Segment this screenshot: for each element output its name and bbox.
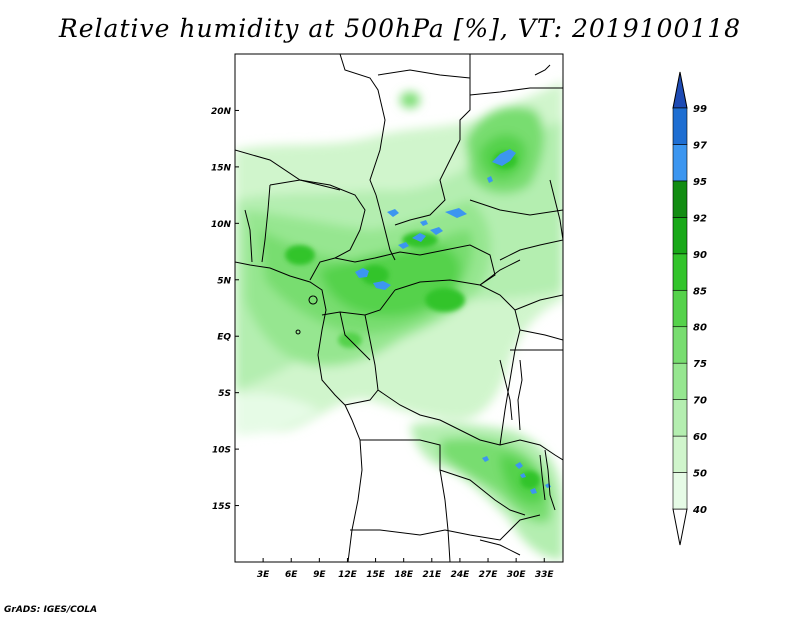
colorbar-segment	[672, 362, 688, 400]
colorbar-label: 99	[693, 104, 707, 115]
lat-tick-label: 5S	[218, 389, 231, 399]
lat-tick-label: 20N	[211, 107, 232, 117]
colorbar: 40 50 60 70 75 80 85 90 92 95 97 99	[672, 71, 707, 546]
lon-tick-label: 21E	[422, 570, 442, 580]
lon-tick-label: 18E	[394, 570, 414, 580]
colorbar-label: 90	[693, 250, 707, 261]
humidity-field	[235, 80, 563, 560]
colorbar-label: 50	[693, 469, 707, 480]
colorbar-segment	[672, 289, 688, 328]
colorbar-segment	[672, 107, 688, 145]
colorbar-label: 75	[693, 359, 707, 370]
map-frame	[234, 53, 564, 563]
lon-tick-label: 27E	[479, 570, 499, 580]
colorbar-label: 97	[693, 140, 707, 151]
lat-tick-label: 10S	[212, 446, 231, 456]
colorbar-label: 60	[693, 432, 707, 443]
lat-tick-label: 15S	[212, 502, 231, 512]
colorbar-label: 92	[693, 213, 707, 224]
colorbar-segment	[672, 180, 688, 218]
lon-tick-label: 6E	[285, 570, 298, 580]
colorbar-label: 80	[693, 323, 707, 334]
colorbar-segment	[672, 399, 688, 437]
lat-tick-label: 10N	[211, 220, 232, 230]
lon-tick-label: 30E	[507, 570, 527, 580]
latitude-axis: 20N 15N 10N 5N EQ 5S 10S 15S	[211, 107, 239, 512]
lon-tick-label: 9E	[313, 570, 326, 580]
lat-tick-label: 5N	[217, 276, 231, 286]
longitude-axis: 3E 6E 9E 12E 15E 18E 21E 24E 27E 30E 33E	[257, 558, 555, 580]
lat-tick-label: 15N	[211, 163, 232, 173]
colorbar-segment	[672, 435, 688, 473]
colorbar-label: 85	[693, 286, 707, 297]
lon-tick-label: 24E	[451, 570, 471, 580]
colorbar-segment	[672, 217, 688, 255]
lon-tick-label: 12E	[338, 570, 358, 580]
colorbar-label: 40	[692, 505, 707, 516]
chart-title: Relative humidity at 500hPa [%], VT: 201…	[58, 14, 742, 43]
lon-tick-label: 3E	[257, 570, 270, 580]
colorbar-label: 70	[693, 396, 707, 407]
grads-credit: GrADS: IGES/COLA	[4, 605, 98, 615]
lat-tick-label: EQ	[217, 333, 231, 343]
colorbar-segment	[672, 144, 688, 182]
lon-tick-label: 15E	[366, 570, 386, 580]
colorbar-label: 95	[693, 177, 707, 188]
colorbar-segment	[672, 253, 688, 291]
colorbar-segment	[672, 326, 688, 364]
colorbar-lower-triangle	[672, 508, 688, 546]
colorbar-upper-triangle	[672, 71, 688, 109]
country-borders	[235, 54, 563, 562]
lon-tick-label: 33E	[535, 570, 555, 580]
colorbar-segment	[672, 472, 688, 510]
